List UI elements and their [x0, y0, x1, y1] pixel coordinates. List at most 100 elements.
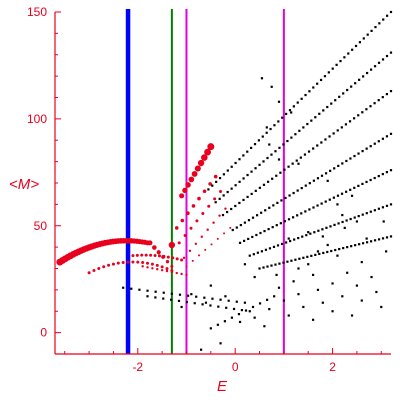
data-point-black	[305, 234, 308, 237]
data-point-black	[297, 267, 300, 270]
data-point-red	[126, 260, 130, 264]
data-point-black	[170, 292, 173, 295]
data-point-black	[361, 111, 364, 114]
data-point-red	[135, 253, 139, 257]
data-point-red	[202, 189, 207, 194]
data-point-black	[300, 97, 303, 100]
data-point-red	[229, 226, 232, 229]
data-point-black	[219, 342, 222, 345]
data-point-black	[354, 44, 358, 48]
data-point-black	[373, 65, 377, 68]
data-point-red	[157, 254, 161, 258]
data-point-red	[213, 197, 217, 201]
data-point-black	[284, 241, 288, 244]
data-point-black	[386, 14, 389, 17]
data-point-black	[317, 229, 320, 232]
data-point-black	[332, 196, 335, 199]
data-point-black	[341, 295, 344, 298]
data-point-black	[385, 135, 389, 138]
data-point-black	[177, 299, 181, 302]
data-point-black	[312, 179, 315, 182]
data-point-black	[365, 241, 369, 244]
data-point-red	[107, 263, 111, 267]
data-point-red	[189, 226, 193, 230]
data-point-black	[347, 52, 350, 55]
data-point-black	[203, 296, 206, 299]
data-point-black	[297, 162, 300, 165]
data-point-black	[254, 189, 257, 192]
data-point-black	[275, 174, 278, 177]
data-point-black	[248, 254, 251, 257]
data-point-black	[361, 150, 364, 153]
data-point-black	[334, 248, 337, 252]
data-point-black	[316, 288, 320, 291]
data-point-black	[218, 197, 221, 200]
data-point-black	[283, 220, 287, 223]
data-point-black	[306, 255, 309, 258]
data-point-red	[198, 254, 200, 257]
data-point-black	[389, 203, 393, 206]
data-point-black	[320, 174, 324, 177]
data-point-black	[333, 223, 336, 226]
data-point-black	[336, 129, 339, 132]
data-point-black	[294, 258, 297, 261]
data-point-black	[342, 92, 345, 95]
data-point-black	[250, 146, 253, 149]
data-point-black	[377, 140, 380, 143]
data-point-red	[180, 272, 183, 276]
data-point-black	[311, 273, 315, 277]
data-point-black	[303, 153, 307, 156]
data-point-black	[291, 216, 295, 219]
data-point-black	[277, 286, 281, 289]
data-point-black	[265, 126, 268, 129]
data-point-black	[328, 198, 331, 201]
data-point-black	[247, 219, 251, 222]
data-point-black	[276, 244, 280, 247]
data-point-black	[302, 256, 305, 259]
data-point-black	[331, 282, 334, 285]
data-point-black	[237, 313, 241, 316]
data-point-black	[190, 293, 193, 296]
data-point-black	[350, 314, 354, 317]
data-point-black	[355, 220, 359, 223]
data-point-black	[326, 243, 329, 247]
data-point-red	[177, 241, 181, 245]
data-point-red	[170, 264, 174, 268]
data-point-red	[207, 204, 211, 208]
data-point-red	[151, 267, 154, 270]
data-point-black	[293, 238, 296, 241]
data-point-red	[218, 214, 221, 217]
data-point-black	[209, 304, 212, 307]
data-point-black	[374, 25, 377, 29]
data-point-black	[230, 207, 233, 211]
data-point-black	[381, 96, 384, 99]
data-point-black	[292, 191, 295, 195]
data-point-black	[267, 228, 270, 231]
data-point-black	[309, 232, 312, 235]
data-point-black	[373, 142, 376, 145]
data-point-black	[382, 18, 385, 21]
data-point-red	[146, 261, 150, 265]
data-point-black	[353, 216, 356, 219]
data-point-black	[286, 139, 289, 143]
data-point-red	[197, 196, 201, 201]
data-point-black	[389, 10, 393, 14]
data-point-red	[201, 212, 205, 216]
data-point-red	[188, 249, 192, 252]
data-point-black	[275, 273, 278, 277]
data-point-black	[257, 139, 261, 142]
data-point-black	[346, 88, 349, 92]
data-point-red	[195, 219, 199, 223]
data-point-black	[253, 143, 257, 146]
data-point-black	[215, 180, 218, 183]
data-point-black	[214, 201, 217, 204]
data-point-black	[122, 286, 125, 289]
data-point-black	[266, 180, 270, 183]
data-point-red	[156, 268, 159, 271]
data-point-black	[389, 235, 393, 238]
data-point-black	[260, 211, 263, 214]
data-point-black	[369, 240, 373, 243]
data-point-black	[258, 267, 261, 270]
data-point-black	[268, 206, 271, 209]
data-point-black	[361, 182, 364, 186]
